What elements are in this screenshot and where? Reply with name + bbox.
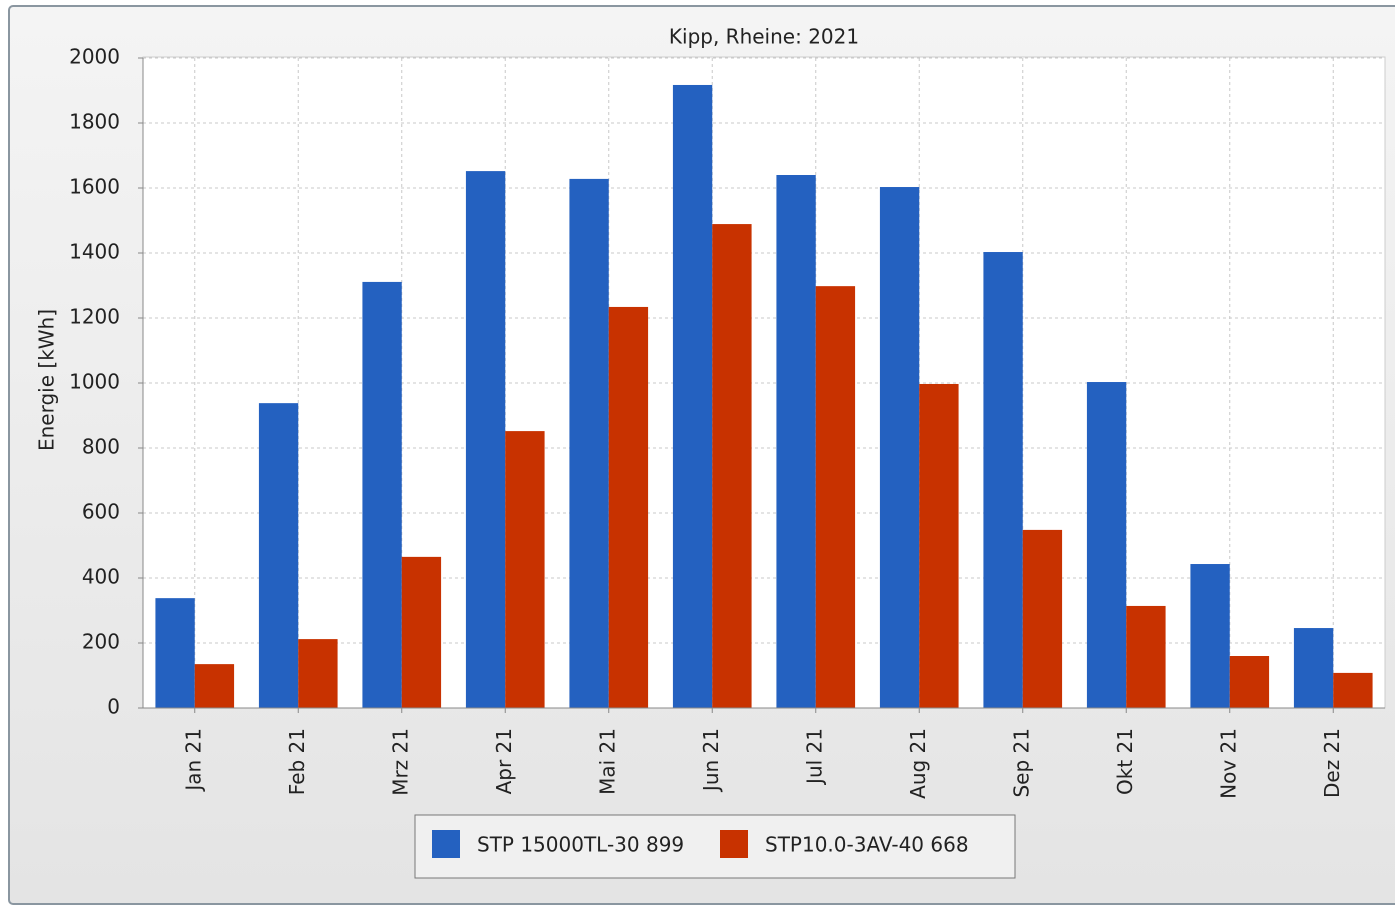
bar <box>1190 564 1230 708</box>
y-tick-label: 1800 <box>69 110 120 134</box>
bar <box>1229 656 1270 708</box>
bar <box>1022 529 1063 708</box>
chart-title: Kipp, Rheine: 2021 <box>669 25 859 49</box>
y-tick-label: 1000 <box>69 370 120 394</box>
bar <box>983 252 1023 708</box>
y-tick-label: 2000 <box>69 45 120 69</box>
x-tick-label: Jul 21 <box>802 728 826 786</box>
bar <box>258 403 299 708</box>
bar <box>362 281 402 708</box>
y-tick-label: 1200 <box>69 305 120 329</box>
bar <box>298 639 338 708</box>
bar <box>879 187 920 708</box>
legend-swatch <box>720 830 748 858</box>
bar <box>1086 382 1127 708</box>
legend-label: STP 15000TL-30 899 <box>477 833 684 857</box>
bar <box>672 84 713 709</box>
bar <box>776 175 816 708</box>
bar <box>919 383 959 708</box>
y-axis-label: Energie [kWh] <box>35 309 59 451</box>
y-tick-label: 400 <box>82 565 120 589</box>
legend-swatch <box>432 830 460 858</box>
bar <box>815 286 856 708</box>
bar <box>1126 605 1166 708</box>
x-tick-label: Nov 21 <box>1216 728 1240 799</box>
bar <box>155 598 195 708</box>
x-tick-label: Aug 21 <box>906 728 930 799</box>
x-tick-label: Dez 21 <box>1320 728 1344 798</box>
bar <box>712 224 752 708</box>
y-tick-label: 600 <box>82 500 120 524</box>
x-tick-label: Mrz 21 <box>388 728 412 796</box>
x-tick-label: Okt 21 <box>1113 728 1137 795</box>
bar <box>1293 628 1334 708</box>
x-tick-label: Mai 21 <box>595 728 619 795</box>
bar <box>505 431 545 708</box>
bar <box>608 306 649 708</box>
legend-label: STP10.0-3AV-40 668 <box>765 833 969 857</box>
x-tick-label: Sep 21 <box>1009 728 1033 798</box>
bar <box>569 178 609 708</box>
bar <box>401 556 442 708</box>
y-tick-label: 200 <box>82 630 120 654</box>
x-tick-label: Feb 21 <box>285 728 309 795</box>
y-tick-label: 0 <box>107 695 120 719</box>
bar <box>1333 672 1373 708</box>
y-tick-label: 1400 <box>69 240 120 264</box>
x-tick-label: Jun 21 <box>699 728 723 793</box>
bar <box>465 171 506 709</box>
x-tick-label: Apr 21 <box>492 728 516 794</box>
legend <box>414 814 1016 879</box>
x-tick-label: Jan 21 <box>181 728 205 793</box>
bar <box>194 664 235 708</box>
y-tick-label: 1600 <box>69 175 120 199</box>
y-tick-label: 800 <box>82 435 120 459</box>
